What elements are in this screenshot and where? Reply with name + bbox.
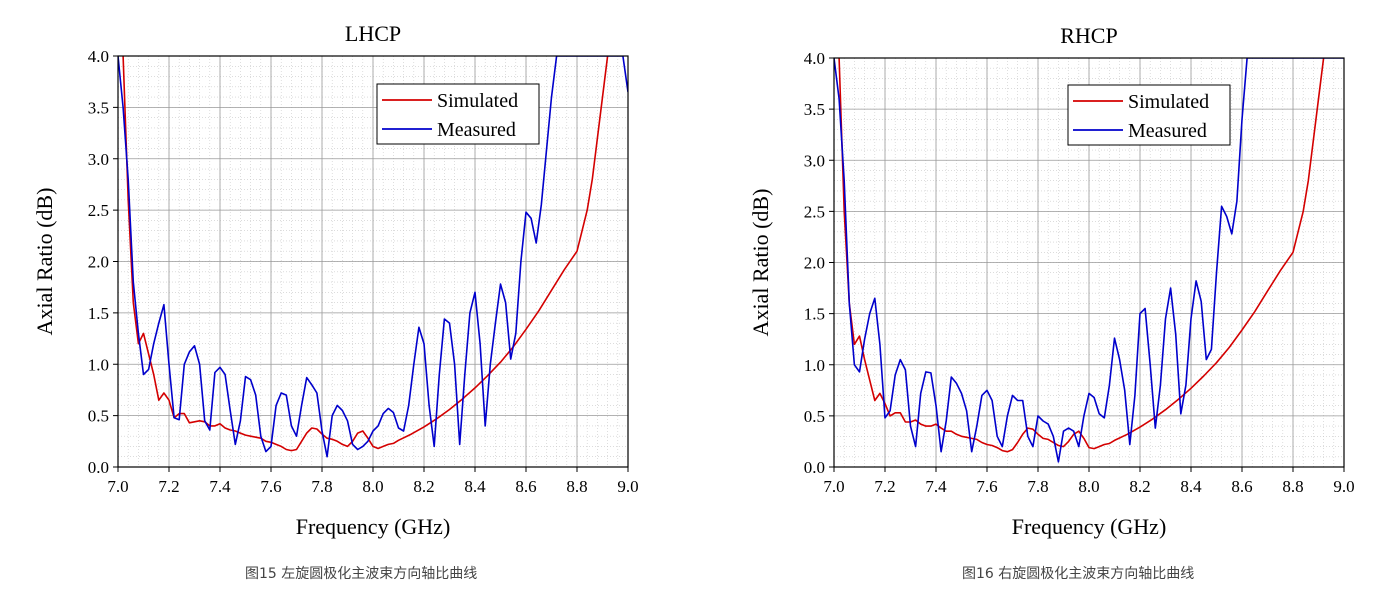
chart-title: RHCP [1060, 23, 1117, 48]
x-tick-label: 8.8 [566, 477, 587, 496]
series-line-simulated [838, 58, 1325, 453]
y-tick-label: 4.0 [804, 49, 825, 68]
y-tick-label: 3.0 [88, 150, 109, 169]
series-line-measured [834, 58, 1344, 463]
y-tick-label: 1.0 [88, 355, 109, 374]
y-tick-label: 3.5 [88, 98, 109, 117]
x-tick-label: 8.4 [464, 477, 486, 496]
y-tick-label: 3.5 [804, 100, 825, 119]
x-tick-label: 7.0 [107, 477, 128, 496]
legend-label-measured: Measured [437, 119, 516, 141]
x-tick-label: 8.0 [1078, 477, 1099, 496]
y-tick-label: 1.5 [804, 305, 825, 324]
y-tick-label: 4.0 [88, 47, 109, 66]
x-tick-label: 8.0 [362, 477, 383, 496]
figure-caption-left: 图15 左旋圆极化主波束方向轴比曲线 [245, 566, 478, 582]
y-axis-label: Axial Ratio (dB) [748, 189, 773, 337]
legend-box [376, 83, 540, 145]
series-line-simulated [122, 56, 609, 452]
legend: Simulated Measured [376, 83, 540, 145]
series-line-measured [118, 56, 628, 458]
x-tick-label: 8.4 [1180, 477, 1202, 496]
legend: Simulated Measured [1067, 84, 1231, 146]
x-tick-label: 8.2 [1129, 477, 1150, 496]
y-tick-label: 2.0 [804, 254, 825, 273]
x-tick-label: 8.8 [1282, 477, 1303, 496]
legend-label-simulated: Simulated [437, 90, 518, 112]
major-grid [117, 55, 629, 468]
figure-caption-right: 图16 右旋圆极化主波束方向轴比曲线 [962, 566, 1195, 582]
x-tick-label: 7.2 [158, 477, 179, 496]
chart-title: LHCP [345, 21, 401, 46]
x-axis-label: Frequency (GHz) [1012, 514, 1167, 539]
y-tick-label: 1.0 [804, 356, 825, 375]
x-tick-label: 9.0 [1333, 477, 1354, 496]
chart-panel-rhcp: 7.0 7.2 7.4 7.6 7.8 8.0 8.2 8.4 8.6 8.8 9.0 0.0 0.5 1… [694, 0, 1388, 612]
y-tick-label: 0.5 [804, 407, 825, 426]
x-tick-label: 8.6 [515, 477, 536, 496]
y-tick-label: 0.5 [88, 407, 109, 426]
y-tick-label: 3.0 [804, 151, 825, 170]
y-tick-label: 0.0 [88, 458, 109, 477]
x-tick-label: 7.0 [823, 477, 844, 496]
x-tick-label: 8.2 [413, 477, 434, 496]
x-tick-label: 7.6 [976, 477, 997, 496]
legend-box [1067, 84, 1231, 146]
y-tick-label: 0.0 [804, 458, 825, 477]
legend-label-simulated: Simulated [1128, 91, 1209, 113]
x-tick-label: 7.2 [874, 477, 895, 496]
chart-lhcp: 7.0 7.2 7.4 7.6 7.8 8.0 8.2 8.4 8.6 8.8 9.0 0.0 0.5 1… [32, 21, 639, 539]
y-tick-label: 2.5 [88, 201, 109, 220]
x-tick-label: 7.8 [1027, 477, 1048, 496]
x-tick-label: 9.0 [617, 477, 638, 496]
x-tick-label: 7.8 [311, 477, 332, 496]
x-tick-label: 7.6 [260, 477, 281, 496]
chart-panel-lhcp: 7.0 7.2 7.4 7.6 7.8 8.0 8.2 8.4 8.6 8.8 9.0 0.0 0.5 1… [32, 21, 639, 539]
x-tick-label: 8.6 [1231, 477, 1252, 496]
y-axis-label: Axial Ratio (dB) [32, 188, 57, 336]
x-tick-label: 7.4 [209, 477, 231, 496]
chart-rhcp: 7.0 7.2 7.4 7.6 7.8 8.0 8.2 8.4 8.6 8.8 9.0 0.0 0.5 1… [748, 23, 1355, 539]
x-tick-label: 7.4 [925, 477, 947, 496]
y-tick-label: 2.0 [88, 253, 109, 272]
legend-label-measured: Measured [1128, 120, 1207, 142]
y-tick-label: 1.5 [88, 304, 109, 323]
x-axis-label: Frequency (GHz) [296, 514, 451, 539]
y-tick-label: 2.5 [804, 202, 825, 221]
